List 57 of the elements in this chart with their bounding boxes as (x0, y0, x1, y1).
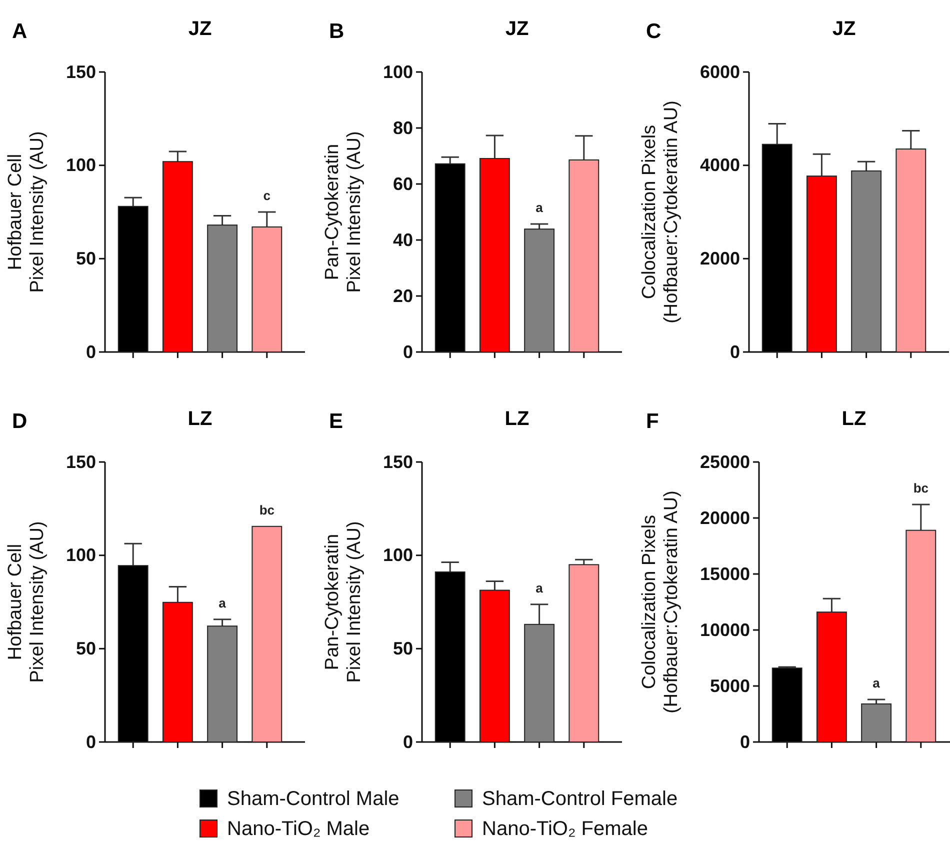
chart-title: LZ (842, 408, 866, 430)
chart-title: LZ (188, 408, 212, 430)
y-axis-title: Pan-Cytokeratin Pixel Intensity (AU) (322, 521, 365, 683)
chart-title: JZ (832, 18, 856, 40)
legend-label: Nano-TiO₂ Female (482, 818, 648, 840)
y-tick-label: 20 (392, 286, 413, 306)
y-tick-label: 2000 (700, 248, 740, 268)
y-tick-label: 80 (392, 118, 413, 138)
data-label: a (536, 200, 544, 216)
data-label: bc (259, 502, 274, 518)
legend-label: Nano-TiO₂ Male (227, 818, 370, 840)
legend-label: Sham-Control Female (482, 788, 678, 810)
data-label: a (218, 595, 227, 610)
y-tick-label: 60 (392, 174, 413, 194)
y-tick-label: 0 (86, 342, 96, 362)
text: F (646, 410, 659, 433)
y-tick-label: 0 (740, 732, 750, 752)
y-tick-label: 40 (392, 230, 413, 250)
y-tick-label: 15000 (700, 564, 750, 584)
text: D (12, 410, 28, 433)
y-tick-label: 0 (86, 732, 96, 752)
chart-title: LZ (504, 408, 530, 430)
y-tick-label: 100 (382, 62, 413, 82)
y-axis-title: Hofbauer Cell Pixel Intensity (AU) (5, 521, 48, 683)
y-tick-label: 0 (402, 342, 413, 362)
y-tick-label: 50 (76, 248, 96, 268)
text: C (646, 20, 662, 43)
y-tick-label: 0 (402, 732, 413, 752)
y-tick-label: 150 (66, 452, 96, 472)
chart-title: JZ (505, 18, 529, 40)
data-label: bc (913, 480, 928, 496)
y-tick-label: 0 (730, 342, 740, 362)
text: E (329, 410, 344, 433)
y-tick-label: 25000 (700, 452, 750, 472)
y-tick-label: 4000 (700, 155, 740, 176)
data-label: a (872, 675, 881, 690)
y-tick-label: 10000 (700, 620, 750, 640)
y-axis-title: Pan-Cytokeratin Pixel Intensity (AU) (322, 131, 365, 293)
y-tick-label: 100 (382, 545, 413, 566)
y-tick-label: 20000 (700, 508, 750, 528)
y-axis-title: Colocalization Pixels (Hofbauer:Cytokeratin AU) (639, 100, 682, 324)
y-tick-label: 150 (66, 62, 96, 82)
data-label: c (263, 188, 271, 203)
data-label: a (536, 580, 544, 596)
y-tick-label: 6000 (700, 62, 740, 82)
y-tick-label: 5000 (710, 676, 750, 696)
y-tick-label: 50 (392, 638, 413, 658)
y-axis-title: Hofbauer Cell Pixel Intensity (AU) (5, 131, 48, 293)
y-axis-title: Colocalization Pixels (Hofbauer:Cytokeratin AU) (639, 490, 682, 714)
y-tick-label: 50 (76, 638, 96, 658)
y-tick-label: 150 (382, 452, 413, 472)
chart-title: JZ (188, 18, 212, 40)
text: B (329, 20, 344, 43)
y-tick-label: 100 (66, 155, 96, 176)
legend-label: Sham-Control Male (227, 788, 400, 810)
y-tick-label: 100 (66, 545, 96, 566)
text: A (12, 20, 28, 43)
